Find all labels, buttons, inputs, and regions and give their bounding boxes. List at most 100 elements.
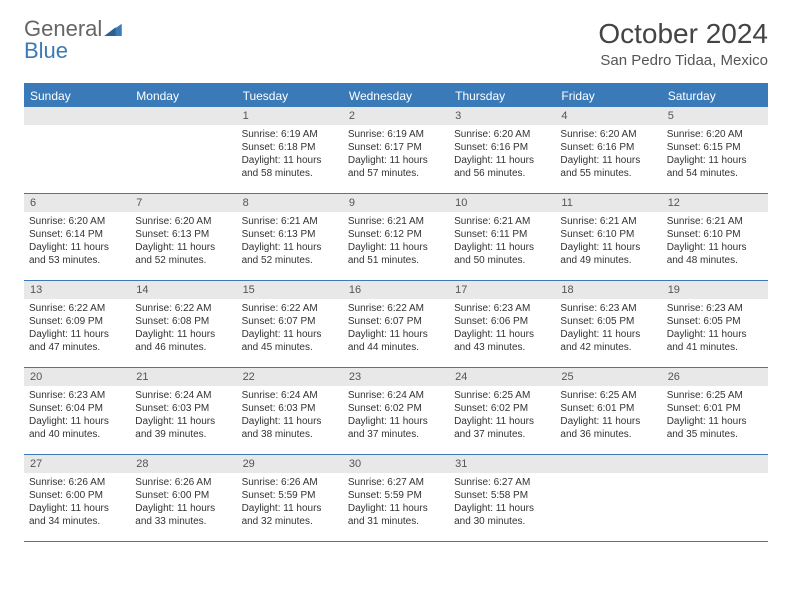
daylight-text: Daylight: 11 hours and 58 minutes.	[242, 154, 338, 180]
sunrise-text: Sunrise: 6:20 AM	[29, 215, 125, 228]
week-row: 27Sunrise: 6:26 AMSunset: 6:00 PMDayligh…	[24, 455, 768, 542]
day-number: 21	[130, 368, 236, 386]
sunset-text: Sunset: 6:05 PM	[560, 315, 656, 328]
sunrise-text: Sunrise: 6:20 AM	[560, 128, 656, 141]
sunrise-text: Sunrise: 6:20 AM	[135, 215, 231, 228]
sunrise-text: Sunrise: 6:21 AM	[560, 215, 656, 228]
daylight-text: Daylight: 11 hours and 54 minutes.	[667, 154, 763, 180]
day-cell: 24Sunrise: 6:25 AMSunset: 6:02 PMDayligh…	[449, 368, 555, 454]
daylight-text: Daylight: 11 hours and 48 minutes.	[667, 241, 763, 267]
day-content: Sunrise: 6:20 AMSunset: 6:15 PMDaylight:…	[662, 125, 768, 186]
day-number: 2	[343, 107, 449, 125]
sunset-text: Sunset: 6:08 PM	[135, 315, 231, 328]
week-row: 1Sunrise: 6:19 AMSunset: 6:18 PMDaylight…	[24, 107, 768, 194]
day-content: Sunrise: 6:22 AMSunset: 6:08 PMDaylight:…	[130, 299, 236, 360]
sunrise-text: Sunrise: 6:27 AM	[348, 476, 444, 489]
day-content: Sunrise: 6:25 AMSunset: 6:01 PMDaylight:…	[555, 386, 661, 447]
day-content: Sunrise: 6:23 AMSunset: 6:04 PMDaylight:…	[24, 386, 130, 447]
weeks-container: 1Sunrise: 6:19 AMSunset: 6:18 PMDaylight…	[24, 107, 768, 542]
day-content: Sunrise: 6:19 AMSunset: 6:17 PMDaylight:…	[343, 125, 449, 186]
day-content: Sunrise: 6:24 AMSunset: 6:03 PMDaylight:…	[130, 386, 236, 447]
day-number: 4	[555, 107, 661, 125]
sunset-text: Sunset: 6:02 PM	[454, 402, 550, 415]
empty-day	[24, 107, 130, 193]
day-cell: 18Sunrise: 6:23 AMSunset: 6:05 PMDayligh…	[555, 281, 661, 367]
sunset-text: Sunset: 6:14 PM	[29, 228, 125, 241]
sunrise-text: Sunrise: 6:22 AM	[29, 302, 125, 315]
location-label: San Pedro Tidaa, Mexico	[598, 52, 768, 69]
day-number: 31	[449, 455, 555, 473]
sunset-text: Sunset: 6:01 PM	[560, 402, 656, 415]
day-content: Sunrise: 6:20 AMSunset: 6:13 PMDaylight:…	[130, 212, 236, 273]
sunset-text: Sunset: 6:13 PM	[242, 228, 338, 241]
daylight-text: Daylight: 11 hours and 37 minutes.	[348, 415, 444, 441]
sunrise-text: Sunrise: 6:20 AM	[667, 128, 763, 141]
day-content: Sunrise: 6:23 AMSunset: 6:06 PMDaylight:…	[449, 299, 555, 360]
sunrise-text: Sunrise: 6:26 AM	[242, 476, 338, 489]
day-number: 27	[24, 455, 130, 473]
day-cell: 23Sunrise: 6:24 AMSunset: 6:02 PMDayligh…	[343, 368, 449, 454]
sunset-text: Sunset: 6:16 PM	[454, 141, 550, 154]
day-content: Sunrise: 6:22 AMSunset: 6:07 PMDaylight:…	[237, 299, 343, 360]
daylight-text: Daylight: 11 hours and 57 minutes.	[348, 154, 444, 180]
sunset-text: Sunset: 6:07 PM	[348, 315, 444, 328]
sunset-text: Sunset: 6:01 PM	[667, 402, 763, 415]
sunset-text: Sunset: 6:00 PM	[135, 489, 231, 502]
day-number: 12	[662, 194, 768, 212]
daylight-text: Daylight: 11 hours and 36 minutes.	[560, 415, 656, 441]
sunrise-text: Sunrise: 6:23 AM	[454, 302, 550, 315]
day-cell: 13Sunrise: 6:22 AMSunset: 6:09 PMDayligh…	[24, 281, 130, 367]
sunrise-text: Sunrise: 6:25 AM	[667, 389, 763, 402]
empty-day	[130, 107, 236, 193]
day-header: Thursday	[449, 85, 555, 107]
daylight-text: Daylight: 11 hours and 49 minutes.	[560, 241, 656, 267]
calendar: SundayMondayTuesdayWednesdayThursdayFrid…	[24, 83, 768, 542]
sunrise-text: Sunrise: 6:21 AM	[667, 215, 763, 228]
day-content: Sunrise: 6:21 AMSunset: 6:10 PMDaylight:…	[555, 212, 661, 273]
daylight-text: Daylight: 11 hours and 41 minutes.	[667, 328, 763, 354]
sunrise-text: Sunrise: 6:21 AM	[454, 215, 550, 228]
sunrise-text: Sunrise: 6:27 AM	[454, 476, 550, 489]
daylight-text: Daylight: 11 hours and 35 minutes.	[667, 415, 763, 441]
day-cell: 12 Sunrise: 6:21 AMSunset: 6:10 PMDayligh…	[662, 194, 768, 280]
day-content: Sunrise: 6:27 AMSunset: 5:59 PMDaylight:…	[343, 473, 449, 534]
daylight-text: Daylight: 11 hours and 43 minutes.	[454, 328, 550, 354]
sunset-text: Sunset: 6:18 PM	[242, 141, 338, 154]
day-cell: 28Sunrise: 6:26 AMSunset: 6:00 PMDayligh…	[130, 455, 236, 541]
daylight-text: Daylight: 11 hours and 30 minutes.	[454, 502, 550, 528]
daylight-text: Daylight: 11 hours and 40 minutes.	[29, 415, 125, 441]
daylight-text: Daylight: 11 hours and 37 minutes.	[454, 415, 550, 441]
day-content: Sunrise: 6:26 AMSunset: 6:00 PMDaylight:…	[24, 473, 130, 534]
sunset-text: Sunset: 6:02 PM	[348, 402, 444, 415]
day-number: 26	[662, 368, 768, 386]
sunrise-text: Sunrise: 6:19 AM	[348, 128, 444, 141]
sunset-text: Sunset: 6:03 PM	[242, 402, 338, 415]
day-number: 28	[130, 455, 236, 473]
sunset-text: Sunset: 6:03 PM	[135, 402, 231, 415]
daylight-text: Daylight: 11 hours and 45 minutes.	[242, 328, 338, 354]
day-header: Monday	[130, 85, 236, 107]
day-content: Sunrise: 6:23 AMSunset: 6:05 PMDaylight:…	[662, 299, 768, 360]
day-cell: 30Sunrise: 6:27 AMSunset: 5:59 PMDayligh…	[343, 455, 449, 541]
day-content: Sunrise: 6:23 AMSunset: 6:05 PMDaylight:…	[555, 299, 661, 360]
day-cell: 7Sunrise: 6:20 AMSunset: 6:13 PMDaylight…	[130, 194, 236, 280]
day-number: 19	[662, 281, 768, 299]
sunset-text: Sunset: 6:17 PM	[348, 141, 444, 154]
day-header: Sunday	[24, 85, 130, 107]
daylight-text: Daylight: 11 hours and 34 minutes.	[29, 502, 125, 528]
sunset-text: Sunset: 6:10 PM	[667, 228, 763, 241]
daylight-text: Daylight: 11 hours and 42 minutes.	[560, 328, 656, 354]
day-number: 11	[555, 194, 661, 212]
day-content: Sunrise: 6:27 AMSunset: 5:58 PMDaylight:…	[449, 473, 555, 534]
sunrise-text: Sunrise: 6:20 AM	[454, 128, 550, 141]
day-cell: 5Sunrise: 6:20 AMSunset: 6:15 PMDaylight…	[662, 107, 768, 193]
sunset-text: Sunset: 6:00 PM	[29, 489, 125, 502]
sunrise-text: Sunrise: 6:26 AM	[29, 476, 125, 489]
sunrise-text: Sunrise: 6:21 AM	[348, 215, 444, 228]
day-cell: 8Sunrise: 6:21 AMSunset: 6:13 PMDaylight…	[237, 194, 343, 280]
sunset-text: Sunset: 6:09 PM	[29, 315, 125, 328]
day-cell: 10Sunrise: 6:21 AMSunset: 6:11 PMDayligh…	[449, 194, 555, 280]
day-header: Friday	[555, 85, 661, 107]
day-number: 15	[237, 281, 343, 299]
day-cell: 16Sunrise: 6:22 AMSunset: 6:07 PMDayligh…	[343, 281, 449, 367]
